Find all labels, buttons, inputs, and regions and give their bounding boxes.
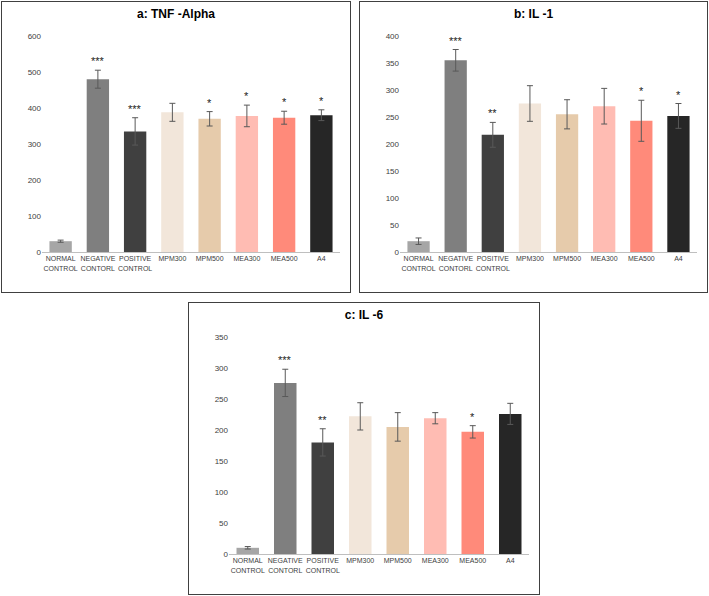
svg-text:50: 50 <box>390 221 399 230</box>
svg-text:*: * <box>676 89 681 101</box>
svg-text:250: 250 <box>215 395 229 404</box>
svg-text:*: * <box>470 411 475 423</box>
svg-text:0: 0 <box>224 550 229 559</box>
svg-text:POSITIVECONTROL: POSITIVECONTROL <box>118 255 152 271</box>
svg-text:***: *** <box>278 354 292 366</box>
svg-text:**: ** <box>318 414 327 426</box>
svg-text:200: 200 <box>215 426 229 435</box>
svg-text:100: 100 <box>386 194 400 203</box>
svg-text:200: 200 <box>386 140 400 149</box>
svg-text:A4: A4 <box>506 557 515 564</box>
svg-text:MPM300: MPM300 <box>516 255 544 262</box>
svg-text:***: *** <box>128 103 142 115</box>
svg-text:*: * <box>244 90 249 102</box>
svg-text:MEA300: MEA300 <box>591 255 618 262</box>
svg-text:MPM500: MPM500 <box>384 557 412 564</box>
svg-text:MEA300: MEA300 <box>422 557 449 564</box>
svg-text:*: * <box>207 97 212 109</box>
svg-text:300: 300 <box>28 140 42 149</box>
svg-text:A4: A4 <box>317 255 326 262</box>
svg-text:***: *** <box>91 55 105 67</box>
svg-text:500: 500 <box>28 68 42 77</box>
svg-text:MEA500: MEA500 <box>271 255 298 262</box>
svg-text:b: IL -1: b: IL -1 <box>514 7 553 21</box>
svg-text:A4: A4 <box>674 255 683 262</box>
svg-text:0: 0 <box>395 248 400 257</box>
svg-text:*: * <box>282 96 287 108</box>
svg-text:MEA500: MEA500 <box>459 557 486 564</box>
svg-text:150: 150 <box>386 167 400 176</box>
svg-text:300: 300 <box>386 86 400 95</box>
svg-text:600: 600 <box>28 32 42 41</box>
svg-text:150: 150 <box>215 457 229 466</box>
svg-text:NORMALCONTROL: NORMALCONTROL <box>401 255 435 271</box>
svg-text:MEA300: MEA300 <box>233 255 260 262</box>
svg-text:100: 100 <box>28 212 42 221</box>
svg-text:MPM500: MPM500 <box>196 255 224 262</box>
svg-text:100: 100 <box>215 488 229 497</box>
svg-text:POSITIVECONTROL: POSITIVECONTROL <box>306 557 340 573</box>
svg-text:400: 400 <box>28 104 42 113</box>
svg-text:MPM300: MPM300 <box>158 255 186 262</box>
svg-text:350: 350 <box>215 333 229 342</box>
svg-text:MEA500: MEA500 <box>628 255 655 262</box>
svg-text:*: * <box>639 85 644 97</box>
svg-text:NEGATIVECONTORL: NEGATIVECONTORL <box>80 255 115 271</box>
svg-text:0: 0 <box>37 248 42 257</box>
svg-text:POSITIVECONTROL: POSITIVECONTROL <box>476 255 510 271</box>
svg-text:MPM500: MPM500 <box>553 255 581 262</box>
svg-text:NEGATIVECONTORL: NEGATIVECONTORL <box>438 255 473 271</box>
svg-text:MPM300: MPM300 <box>346 557 374 564</box>
svg-text:**: ** <box>488 107 497 119</box>
svg-text:c: IL -6: c: IL -6 <box>345 308 384 322</box>
svg-text:NORMALCONTROL: NORMALCONTROL <box>231 557 265 573</box>
svg-text:*: * <box>319 95 324 107</box>
svg-text:350: 350 <box>386 59 400 68</box>
svg-text:200: 200 <box>28 176 42 185</box>
svg-text:NEGATIVECONTORL: NEGATIVECONTORL <box>268 557 303 573</box>
svg-text:400: 400 <box>386 32 400 41</box>
svg-text:NORMALCONTROL: NORMALCONTROL <box>44 255 78 271</box>
svg-text:250: 250 <box>386 113 400 122</box>
svg-text:300: 300 <box>215 364 229 373</box>
svg-text:***: *** <box>449 35 463 47</box>
svg-text:50: 50 <box>219 519 228 528</box>
svg-text:a: TNF -Alpha: a: TNF -Alpha <box>137 7 215 21</box>
